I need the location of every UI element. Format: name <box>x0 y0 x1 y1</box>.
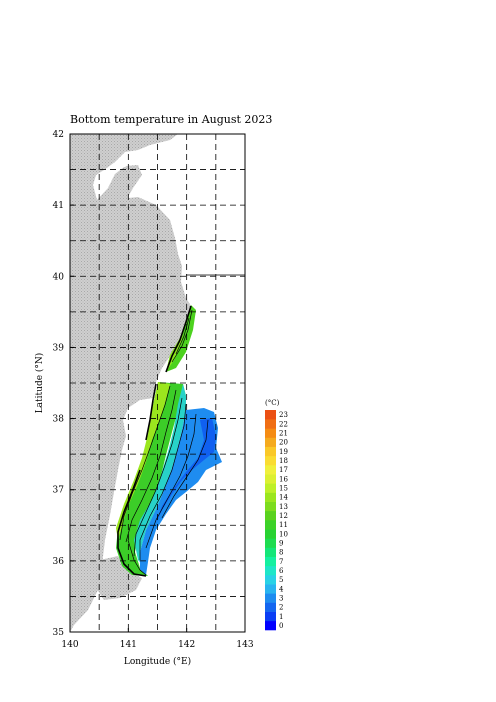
colorbar-swatch <box>265 483 276 493</box>
colorbar-label: 14 <box>279 494 288 502</box>
colorbar-swatch <box>265 455 276 466</box>
x-tick-label: 140 <box>61 640 78 650</box>
colorbar-swatch <box>265 410 276 420</box>
y-axis-label: Latitude (°N) <box>34 353 45 414</box>
colorbar-label: 5 <box>279 576 283 584</box>
colorbar-swatch <box>265 428 276 438</box>
colorbar-swatch <box>265 437 276 447</box>
colorbar-swatch <box>265 501 276 512</box>
colorbar-swatch <box>265 446 276 457</box>
colorbar-label: 10 <box>279 530 288 538</box>
colorbar-label: 13 <box>279 503 288 511</box>
colorbar-label: 9 <box>279 539 283 547</box>
temperature-field-main <box>116 382 186 576</box>
colorbar-swatch <box>265 556 276 567</box>
colorbar-label: 8 <box>279 549 283 557</box>
coastline-outline <box>117 305 192 577</box>
colorbar-label: 20 <box>279 439 288 447</box>
colorbar-label: 18 <box>279 457 288 465</box>
y-tick-label: 42 <box>53 130 64 140</box>
colorbar-label: 3 <box>279 594 283 602</box>
colorbar-label: 12 <box>279 512 288 520</box>
temperature-field-cool <box>134 384 186 566</box>
grid-lines <box>70 134 245 632</box>
colorbar-swatch <box>265 575 276 585</box>
x-axis-label: Longitude (°E) <box>124 656 191 667</box>
colorbar-label: 19 <box>279 448 288 456</box>
colorbar-label: 2 <box>279 604 283 612</box>
y-tick-label: 40 <box>53 272 65 282</box>
colorbar-swatch <box>265 547 276 557</box>
colorbar-swatch <box>265 474 276 484</box>
y-tick-label: 39 <box>53 343 65 353</box>
colorbar-label: 1 <box>279 613 283 621</box>
colorbar-label: 17 <box>279 466 288 474</box>
x-tick-label: 142 <box>178 640 195 650</box>
y-tick-label: 41 <box>53 201 64 211</box>
contour-lines <box>119 309 209 576</box>
x-tick-label: 141 <box>120 640 137 650</box>
colorbar-swatch <box>265 520 276 530</box>
colorbar-swatch <box>265 419 276 429</box>
colorbar-label: 7 <box>279 558 283 566</box>
colorbar-swatch <box>265 602 276 612</box>
colorbar-label: 4 <box>279 585 284 593</box>
temperature-field-coldest <box>156 418 216 524</box>
axis-ticks: 140 141 142 143 35 36 37 38 39 40 41 42 <box>53 130 254 650</box>
colorbar-label: 22 <box>279 420 288 428</box>
colorbar-swatch <box>265 593 276 603</box>
land-boso <box>96 556 142 600</box>
colorbar-swatch <box>265 538 276 548</box>
colorbar-label: 21 <box>279 429 288 437</box>
x-tick-label: 143 <box>236 640 253 650</box>
colorbar-swatch <box>265 565 276 576</box>
colorbar-label: 15 <box>279 484 288 492</box>
map-title: Bottom temperature in August 2023 <box>70 113 272 126</box>
y-tick-label: 36 <box>53 557 65 567</box>
colorbar-swatch <box>265 584 276 594</box>
land-peninsula <box>118 165 142 197</box>
colorbar-swatch <box>265 620 276 631</box>
colorbar-label: 11 <box>279 521 288 529</box>
colorbar-swatch <box>265 611 276 622</box>
colorbar-swatch <box>265 529 276 539</box>
colorbar-unit: (°C) <box>265 399 280 407</box>
y-tick-label: 35 <box>53 628 65 638</box>
colorbar-swatch <box>265 510 276 521</box>
colorbar-label: 23 <box>279 411 288 419</box>
colorbar-label: 16 <box>279 475 288 483</box>
y-tick-label: 37 <box>53 486 65 496</box>
colorbar-label: 0 <box>279 622 283 630</box>
colorbar: (°C) 01234567891011121314151617181920212… <box>265 399 288 631</box>
colorbar-swatch <box>265 492 276 502</box>
y-tick-label: 38 <box>53 415 65 425</box>
map-frame <box>69 133 246 633</box>
colorbar-label: 6 <box>279 567 284 575</box>
colorbar-swatch <box>265 465 276 475</box>
